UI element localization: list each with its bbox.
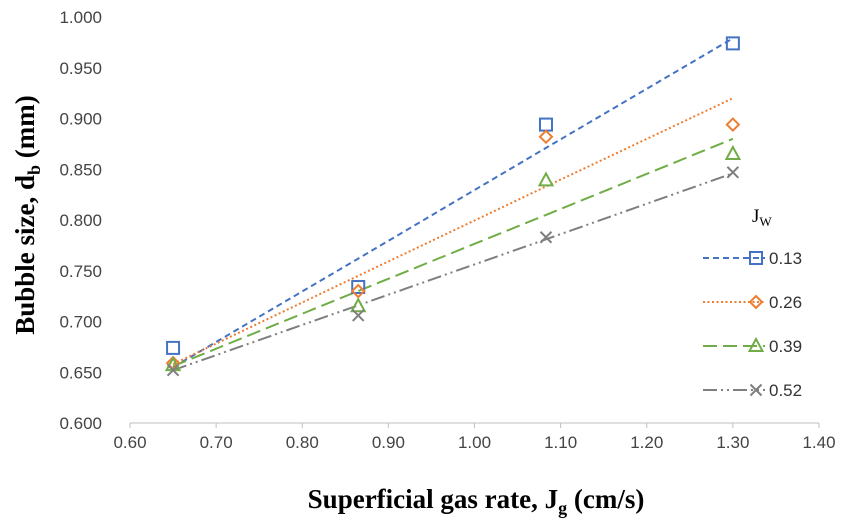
- trendline-0-52: [172, 172, 734, 372]
- x-tick-label: 0.90: [372, 433, 405, 452]
- legend-label-0-52: 0.52: [769, 381, 802, 400]
- legend-title-main: J: [752, 206, 759, 227]
- data-point-0-13: [351, 279, 366, 294]
- x-tick-label: 0.70: [200, 433, 233, 452]
- trendline-0-39: [172, 137, 734, 368]
- x-axis-title-suffix: (cm/s): [567, 484, 644, 514]
- y-tick-label: 0.600: [59, 414, 102, 433]
- data-point-0-52: [352, 309, 365, 322]
- y-tick-label: 0.800: [59, 211, 102, 230]
- y-axis-title-subscript: b: [24, 165, 44, 175]
- legend-marker-0-52: [749, 383, 763, 397]
- x-axis-title: Superficial gas rate, Jg (cm/s): [308, 484, 645, 518]
- data-point-0-52: [166, 364, 180, 377]
- trendline-0-26: [172, 97, 734, 366]
- y-tick-label: 0.750: [59, 262, 102, 281]
- legend-title-subscript: W: [759, 214, 772, 229]
- x-tick-label: 1.20: [630, 433, 663, 452]
- legend-label-0-26: 0.26: [769, 293, 802, 312]
- data-points: [164, 36, 742, 377]
- y-axis-title: Bubble size, db (mm): [10, 95, 44, 335]
- y-axis-title-main: Bubble size, d: [10, 175, 40, 335]
- legend-marker-0-13: [749, 251, 763, 265]
- data-point-0-13: [538, 117, 553, 132]
- trendlines: [172, 37, 734, 372]
- y-tick-label: 0.850: [59, 160, 102, 179]
- data-point-0-26: [725, 117, 741, 133]
- data-point-0-26: [350, 283, 366, 299]
- data-point-0-39: [537, 171, 555, 187]
- data-point-0-13: [725, 36, 740, 51]
- data-point-0-39: [350, 297, 367, 313]
- data-point-0-52: [539, 231, 553, 244]
- x-axis-title-subscript: g: [558, 498, 567, 518]
- legend: 0.13 0.26 0.39 0.52: [703, 249, 802, 400]
- legend-marker-0-26: [748, 294, 764, 310]
- x-tick-label: 0.80: [286, 433, 319, 452]
- legend-marker-0-39: [747, 336, 765, 352]
- x-axis-title-main: Superficial gas rate, J: [308, 484, 558, 514]
- y-tick-label: 0.650: [59, 363, 102, 382]
- y-tick-label: 0.900: [59, 110, 102, 129]
- legend-label-0-13: 0.13: [769, 249, 802, 268]
- x-tick-label: 1.30: [716, 433, 749, 452]
- data-point-0-13: [166, 340, 181, 355]
- y-tick-label: 0.950: [59, 59, 102, 78]
- x-tick-label: 1.40: [802, 433, 835, 452]
- data-point-0-26: [538, 129, 554, 145]
- x-tick-label: 1.00: [458, 433, 491, 452]
- x-tick-label: 1.10: [544, 433, 577, 452]
- trendline-0-13: [172, 37, 734, 369]
- legend-label-0-39: 0.39: [769, 337, 802, 356]
- x-tick-label: 0.60: [113, 433, 146, 452]
- y-tick-label: 0.700: [59, 313, 102, 332]
- axes: 0.60 0.70 0.80 0.90 1.00 1.10 1.20 1.30 1.40 0.60…: [59, 8, 835, 452]
- legend-title: JW: [752, 206, 772, 229]
- data-point-0-52: [726, 166, 740, 179]
- data-point-0-39: [724, 144, 742, 161]
- y-tick-label: 1.000: [59, 8, 102, 27]
- y-axis-title-suffix: (mm): [10, 95, 40, 165]
